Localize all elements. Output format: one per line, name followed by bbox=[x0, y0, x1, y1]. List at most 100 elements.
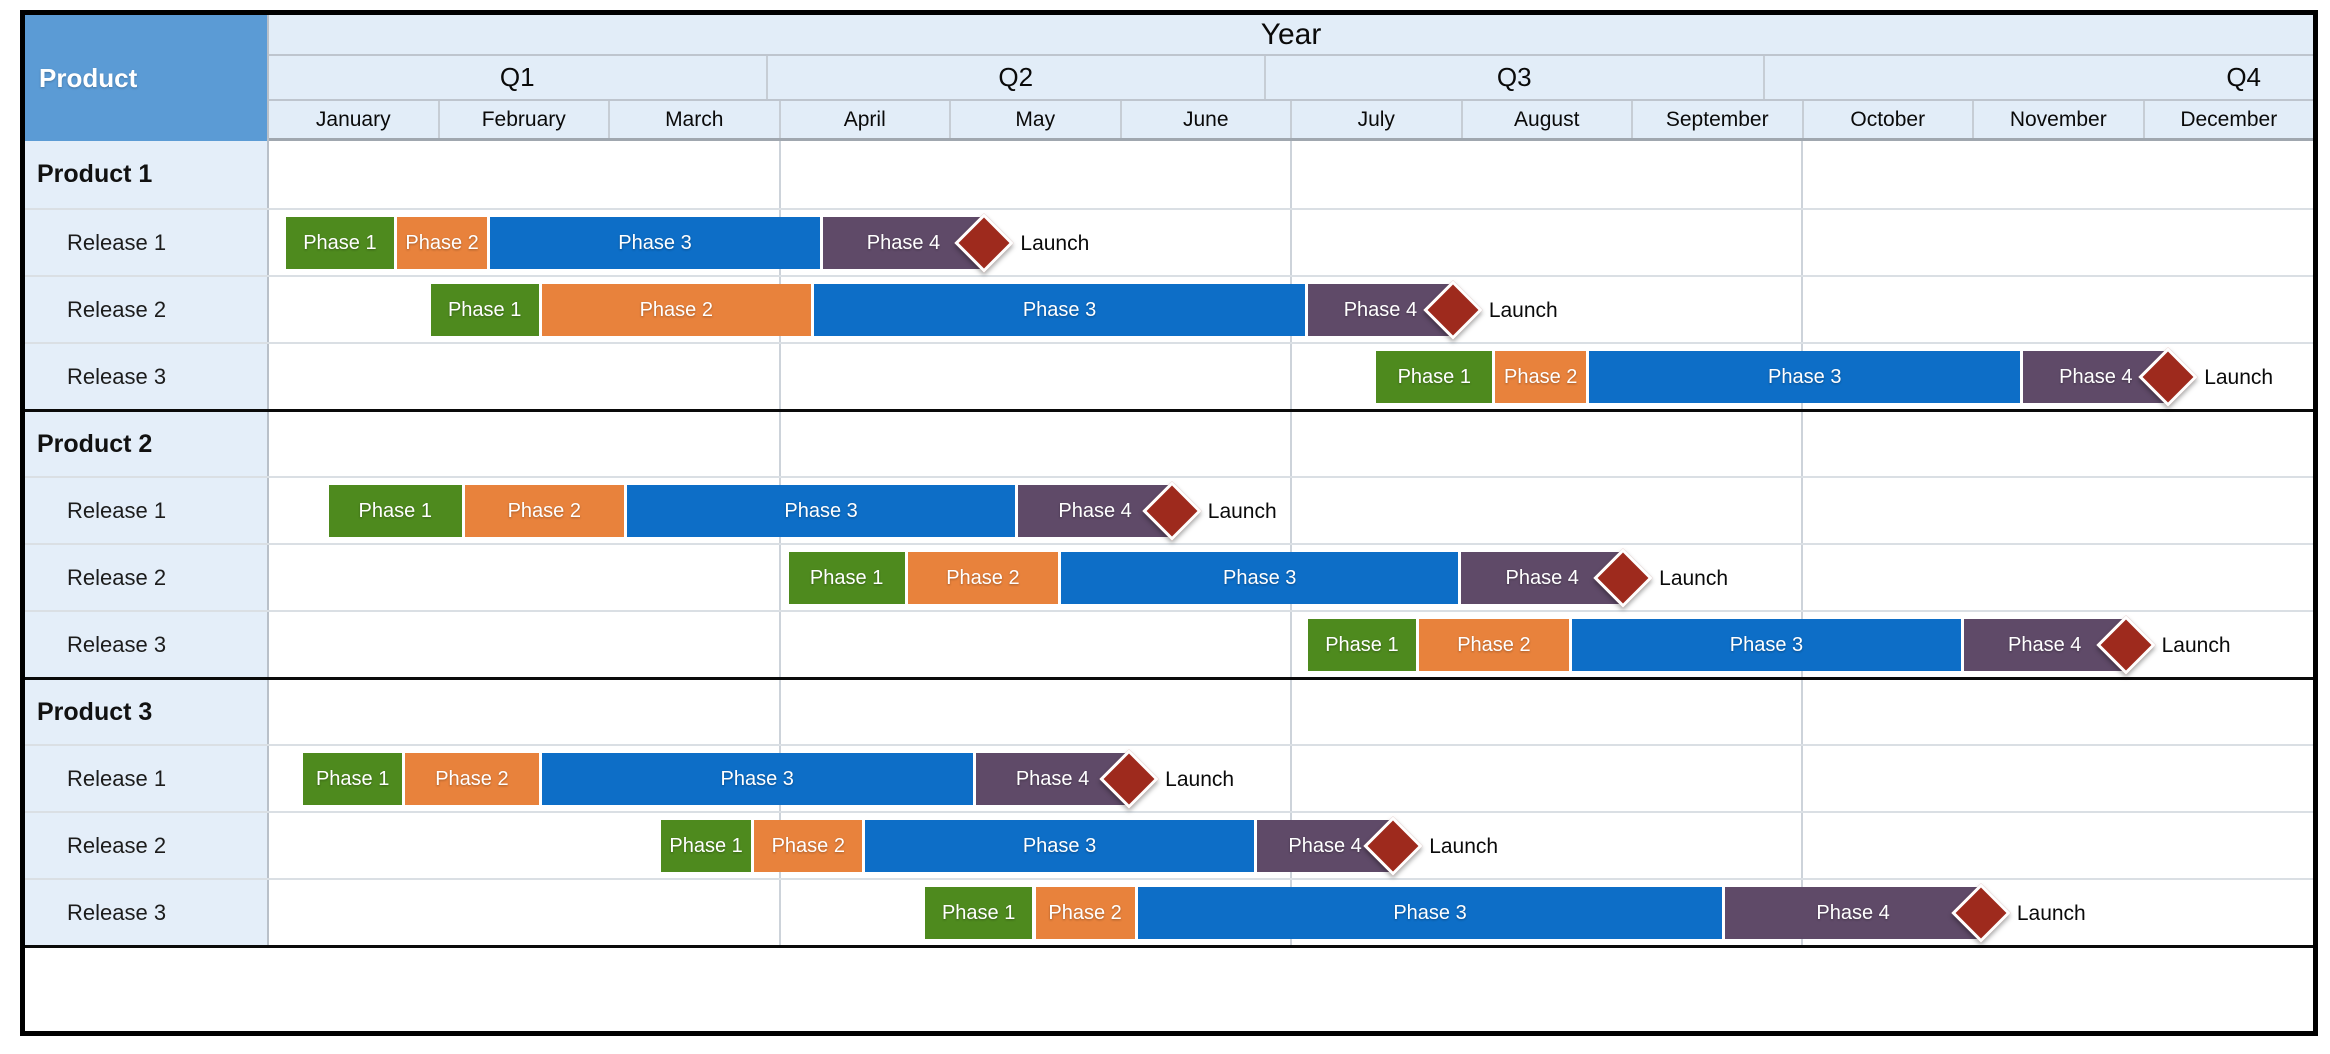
quarter-gridline bbox=[1801, 545, 1803, 610]
month-header-february: February bbox=[437, 101, 609, 138]
month-header-april: April bbox=[778, 101, 950, 138]
launch-label: Launch bbox=[2204, 365, 2274, 389]
year-header-row: Year bbox=[269, 15, 2313, 56]
quarter-gridline bbox=[1290, 478, 1292, 543]
phase-bar-phase-4[interactable]: Phase 4 bbox=[1308, 284, 1453, 336]
launch-label: Launch bbox=[1165, 767, 1235, 791]
timeline-header: Year Q1 Q2 Q3 Q4 January February March April M… bbox=[269, 15, 2313, 141]
phase-bar-phase-3[interactable]: Phase 3 bbox=[1572, 619, 1961, 671]
quarter-gridline bbox=[1801, 680, 1803, 744]
launch-label: Launch bbox=[1207, 499, 1277, 523]
product-row-label: Product 3 bbox=[25, 680, 269, 744]
launch-label: Launch bbox=[2161, 633, 2231, 657]
phase-bar-phase-1[interactable]: Phase 1 bbox=[430, 284, 539, 336]
phase-bar-phase-3[interactable]: Phase 3 bbox=[1061, 552, 1459, 604]
phase-bar-phase-2[interactable]: Phase 2 bbox=[1035, 887, 1135, 939]
phase-bar-phase-1[interactable]: Phase 1 bbox=[328, 485, 462, 537]
release-timeline-cell: Phase 1 Phase 2 Phase 3 Phase 4 Launch bbox=[269, 210, 2313, 275]
launch-label: Launch bbox=[1488, 298, 1558, 322]
phase-bar-phase-3[interactable]: Phase 3 bbox=[490, 217, 820, 269]
phase-bar-phase-1[interactable]: Phase 1 bbox=[660, 820, 752, 872]
quarter-gridline bbox=[1290, 746, 1292, 811]
release-row: Release 1 Phase 1 Phase 2 Phase 3 Phase 4 Lau… bbox=[25, 744, 2313, 811]
phase-bar-phase-2[interactable]: Phase 2 bbox=[907, 552, 1059, 604]
product-timeline-cell bbox=[269, 141, 2313, 208]
phase-bar-phase-2[interactable]: Phase 2 bbox=[541, 284, 812, 336]
release-timeline-cell: Phase 1 Phase 2 Phase 3 Phase 4 Launch bbox=[269, 746, 2313, 811]
phase-bar-phase-1[interactable]: Phase 1 bbox=[788, 552, 905, 604]
phase-bar-phase-2[interactable]: Phase 2 bbox=[396, 217, 488, 269]
month-header-july: July bbox=[1290, 101, 1461, 138]
phase-bar-phase-2[interactable]: Phase 2 bbox=[405, 753, 539, 805]
release-row: Release 2 Phase 1 Phase 2 Phase 3 Phase 4 Lau… bbox=[25, 543, 2313, 610]
phase-bar-phase-4[interactable]: Phase 4 bbox=[1256, 820, 1394, 872]
release-timeline-cell: Phase 1 Phase 2 Phase 3 Phase 4 Launch bbox=[269, 277, 2313, 342]
product-row: Product 2 bbox=[25, 409, 2313, 476]
month-header-november: November bbox=[1972, 101, 2143, 138]
release-row: Release 3 Phase 1 Phase 2 Phase 3 Phase 4 Lau… bbox=[25, 610, 2313, 677]
phase-bar-phase-1[interactable]: Phase 1 bbox=[924, 887, 1033, 939]
release-row-label: Release 3 bbox=[25, 344, 269, 409]
quarter-gridline bbox=[779, 880, 781, 945]
gantt-table: Product Year Q1 Q2 Q3 Q4 January February Mar… bbox=[20, 10, 2318, 1036]
phase-bar-phase-3[interactable]: Phase 3 bbox=[541, 753, 973, 805]
product-timeline-cell bbox=[269, 680, 2313, 744]
quarter-gridline bbox=[1801, 813, 1803, 878]
phase-bar-phase-1[interactable]: Phase 1 bbox=[303, 753, 403, 805]
quarter-gridline bbox=[779, 612, 781, 677]
release-row-label: Release 2 bbox=[25, 813, 269, 878]
product-row-label: Product 1 bbox=[25, 141, 269, 208]
release-row-label: Release 3 bbox=[25, 880, 269, 945]
phase-bar-phase-2[interactable]: Phase 2 bbox=[1495, 351, 1587, 403]
quarter-gridline bbox=[1801, 746, 1803, 811]
empty-bottom-row bbox=[25, 945, 2313, 1031]
phase-bar-phase-4[interactable]: Phase 4 bbox=[822, 217, 985, 269]
month-header-september: September bbox=[1631, 101, 1802, 138]
phase-bar-phase-3[interactable]: Phase 3 bbox=[1589, 351, 2021, 403]
phase-bar-phase-1[interactable]: Phase 1 bbox=[286, 217, 394, 269]
release-row-label: Release 1 bbox=[25, 478, 269, 543]
year-label: Year bbox=[1260, 17, 1322, 51]
phase-bar-phase-2[interactable]: Phase 2 bbox=[754, 820, 863, 872]
phase-bar-phase-3[interactable]: Phase 3 bbox=[865, 820, 1254, 872]
quarter-gridline bbox=[1290, 412, 1292, 476]
phase-bar-phase-1[interactable]: Phase 1 bbox=[1376, 351, 1493, 403]
launch-label: Launch bbox=[1020, 231, 1090, 255]
quarter-gridline bbox=[1290, 344, 1292, 409]
release-row-label: Release 2 bbox=[25, 277, 269, 342]
release-row-label: Release 2 bbox=[25, 545, 269, 610]
quarter-gridline bbox=[779, 545, 781, 610]
month-header-march: March bbox=[608, 101, 779, 138]
release-timeline-cell: Phase 1 Phase 2 Phase 3 Phase 4 Launch bbox=[269, 880, 2313, 945]
corner-product-label: Product bbox=[39, 62, 138, 93]
quarter-gridline bbox=[1290, 680, 1292, 744]
release-row: Release 3 Phase 1 Phase 2 Phase 3 Phase 4 Lau… bbox=[25, 342, 2313, 409]
quarter-gridline bbox=[779, 412, 781, 476]
month-header-june: June bbox=[1119, 101, 1291, 138]
phase-bar-phase-3[interactable]: Phase 3 bbox=[626, 485, 1016, 537]
release-timeline-cell: Phase 1 Phase 2 Phase 3 Phase 4 Launch bbox=[269, 478, 2313, 543]
release-row-label: Release 1 bbox=[25, 210, 269, 275]
phase-bar-phase-4[interactable]: Phase 4 bbox=[1725, 887, 1981, 939]
release-row-label: Release 3 bbox=[25, 612, 269, 677]
month-header-may: May bbox=[949, 101, 1120, 138]
quarter-gridline bbox=[1801, 478, 1803, 543]
phase-bar-phase-1[interactable]: Phase 1 bbox=[1308, 619, 1416, 671]
product-row: Product 1 bbox=[25, 141, 2313, 208]
release-row: Release 3 Phase 1 Phase 2 Phase 3 Phase 4 Lau… bbox=[25, 878, 2313, 945]
phase-bar-phase-3[interactable]: Phase 3 bbox=[814, 284, 1306, 336]
phase-bar-phase-4[interactable]: Phase 4 bbox=[1963, 619, 2126, 671]
month-header-january: January bbox=[315, 107, 391, 131]
release-row: Release 2 Phase 1 Phase 2 Phase 3 Phase 4 Lau… bbox=[25, 811, 2313, 878]
quarter-gridline bbox=[779, 141, 781, 208]
release-row: Release 2 Phase 1 Phase 2 Phase 3 Phase 4 Lau… bbox=[25, 275, 2313, 342]
quarter-header-q4: Q4 bbox=[1762, 56, 2314, 99]
month-header-row: January February March April May June July Augu… bbox=[269, 101, 2313, 141]
quarter-gridline bbox=[1801, 141, 1803, 208]
product-row-label: Product 2 bbox=[25, 412, 269, 476]
phase-bar-phase-2[interactable]: Phase 2 bbox=[1418, 619, 1570, 671]
phase-bar-phase-3[interactable]: Phase 3 bbox=[1137, 887, 1723, 939]
release-timeline-cell: Phase 1 Phase 2 Phase 3 Phase 4 Launch bbox=[269, 612, 2313, 677]
phase-bar-phase-2[interactable]: Phase 2 bbox=[464, 485, 624, 537]
